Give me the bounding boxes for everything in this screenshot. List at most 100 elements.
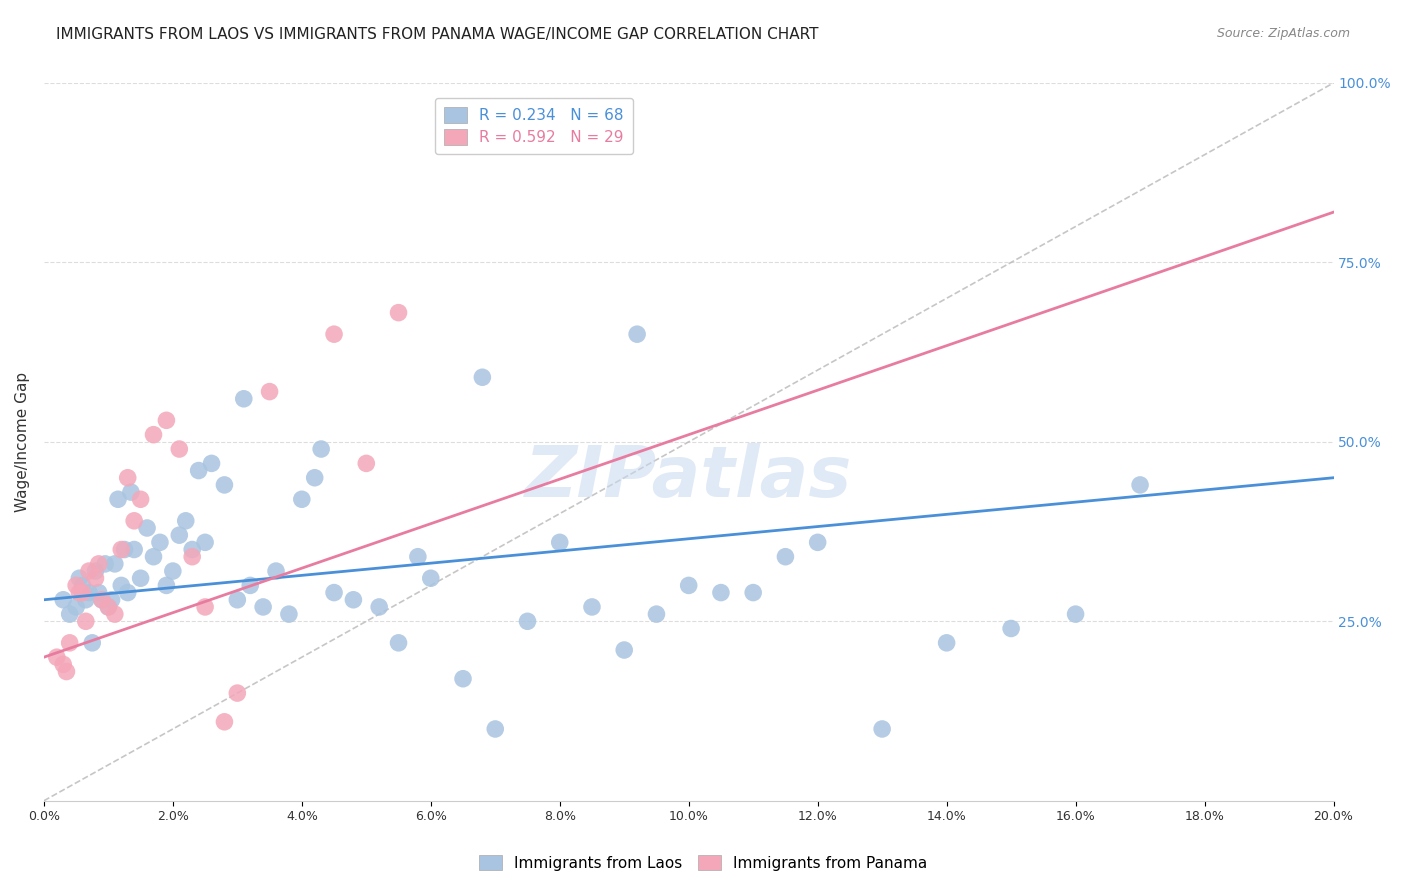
Point xyxy=(149,535,172,549)
Point xyxy=(194,535,217,549)
Y-axis label: Wage/Income Gap: Wage/Income Gap xyxy=(15,372,30,512)
Point xyxy=(406,549,429,564)
Point xyxy=(120,485,142,500)
Point xyxy=(129,571,152,585)
Point xyxy=(645,607,668,621)
Point xyxy=(626,327,648,342)
Point xyxy=(1000,622,1022,636)
Point xyxy=(304,471,326,485)
Point xyxy=(65,578,87,592)
Point xyxy=(142,549,165,564)
Point xyxy=(129,492,152,507)
Point xyxy=(226,592,249,607)
Point xyxy=(72,585,94,599)
Point xyxy=(214,478,236,492)
Point xyxy=(1129,478,1152,492)
Point xyxy=(169,442,191,456)
Point xyxy=(117,585,139,599)
Point xyxy=(775,549,797,564)
Point xyxy=(710,585,733,599)
Point xyxy=(84,564,107,578)
Point xyxy=(59,607,82,621)
Point xyxy=(451,672,474,686)
Point xyxy=(484,722,506,736)
Point xyxy=(84,571,107,585)
Point xyxy=(291,492,314,507)
Point xyxy=(94,557,117,571)
Point xyxy=(100,592,122,607)
Point xyxy=(52,657,75,672)
Point xyxy=(323,585,346,599)
Text: IMMIGRANTS FROM LAOS VS IMMIGRANTS FROM PANAMA WAGE/INCOME GAP CORRELATION CHART: IMMIGRANTS FROM LAOS VS IMMIGRANTS FROM … xyxy=(56,27,818,42)
Point xyxy=(181,549,204,564)
Point xyxy=(97,599,120,614)
Point xyxy=(67,585,90,599)
Point xyxy=(97,599,120,614)
Point xyxy=(75,592,97,607)
Point xyxy=(323,327,346,342)
Point xyxy=(55,665,77,679)
Point xyxy=(419,571,441,585)
Point xyxy=(935,636,957,650)
Point xyxy=(368,599,391,614)
Point xyxy=(117,471,139,485)
Point xyxy=(807,535,830,549)
Point xyxy=(65,599,87,614)
Point xyxy=(309,442,332,456)
Point xyxy=(142,427,165,442)
Point xyxy=(232,392,254,406)
Point xyxy=(155,578,177,592)
Point xyxy=(155,413,177,427)
Point xyxy=(613,643,636,657)
Point xyxy=(77,564,100,578)
Point xyxy=(162,564,184,578)
Point xyxy=(87,585,110,599)
Point xyxy=(82,636,104,650)
Point xyxy=(356,456,378,470)
Point xyxy=(87,557,110,571)
Point xyxy=(516,615,538,629)
Point xyxy=(90,592,112,607)
Point xyxy=(678,578,700,592)
Point xyxy=(122,542,145,557)
Point xyxy=(277,607,299,621)
Point xyxy=(187,464,209,478)
Point xyxy=(114,542,136,557)
Point xyxy=(548,535,571,549)
Legend: Immigrants from Laos, Immigrants from Panama: Immigrants from Laos, Immigrants from Pa… xyxy=(470,846,936,880)
Point xyxy=(52,592,75,607)
Point xyxy=(174,514,197,528)
Point xyxy=(110,578,132,592)
Point xyxy=(387,636,409,650)
Point xyxy=(104,557,127,571)
Point xyxy=(104,607,127,621)
Point xyxy=(122,514,145,528)
Point xyxy=(107,492,129,507)
Point xyxy=(181,542,204,557)
Point xyxy=(226,686,249,700)
Point xyxy=(259,384,281,399)
Point xyxy=(870,722,893,736)
Point xyxy=(45,650,67,665)
Point xyxy=(581,599,603,614)
Point xyxy=(72,578,94,592)
Text: Source: ZipAtlas.com: Source: ZipAtlas.com xyxy=(1216,27,1350,40)
Point xyxy=(742,585,765,599)
Point xyxy=(110,542,132,557)
Point xyxy=(136,521,159,535)
Point xyxy=(200,456,222,470)
Point xyxy=(387,305,409,319)
Point xyxy=(214,714,236,729)
Text: ZIPatlas: ZIPatlas xyxy=(524,443,852,512)
Legend: R = 0.234   N = 68, R = 0.592   N = 29: R = 0.234 N = 68, R = 0.592 N = 29 xyxy=(434,98,633,154)
Point xyxy=(342,592,364,607)
Point xyxy=(90,592,112,607)
Point xyxy=(67,571,90,585)
Point xyxy=(264,564,287,578)
Point xyxy=(59,636,82,650)
Point xyxy=(471,370,494,384)
Point xyxy=(75,615,97,629)
Point xyxy=(169,528,191,542)
Point xyxy=(1064,607,1087,621)
Point xyxy=(194,599,217,614)
